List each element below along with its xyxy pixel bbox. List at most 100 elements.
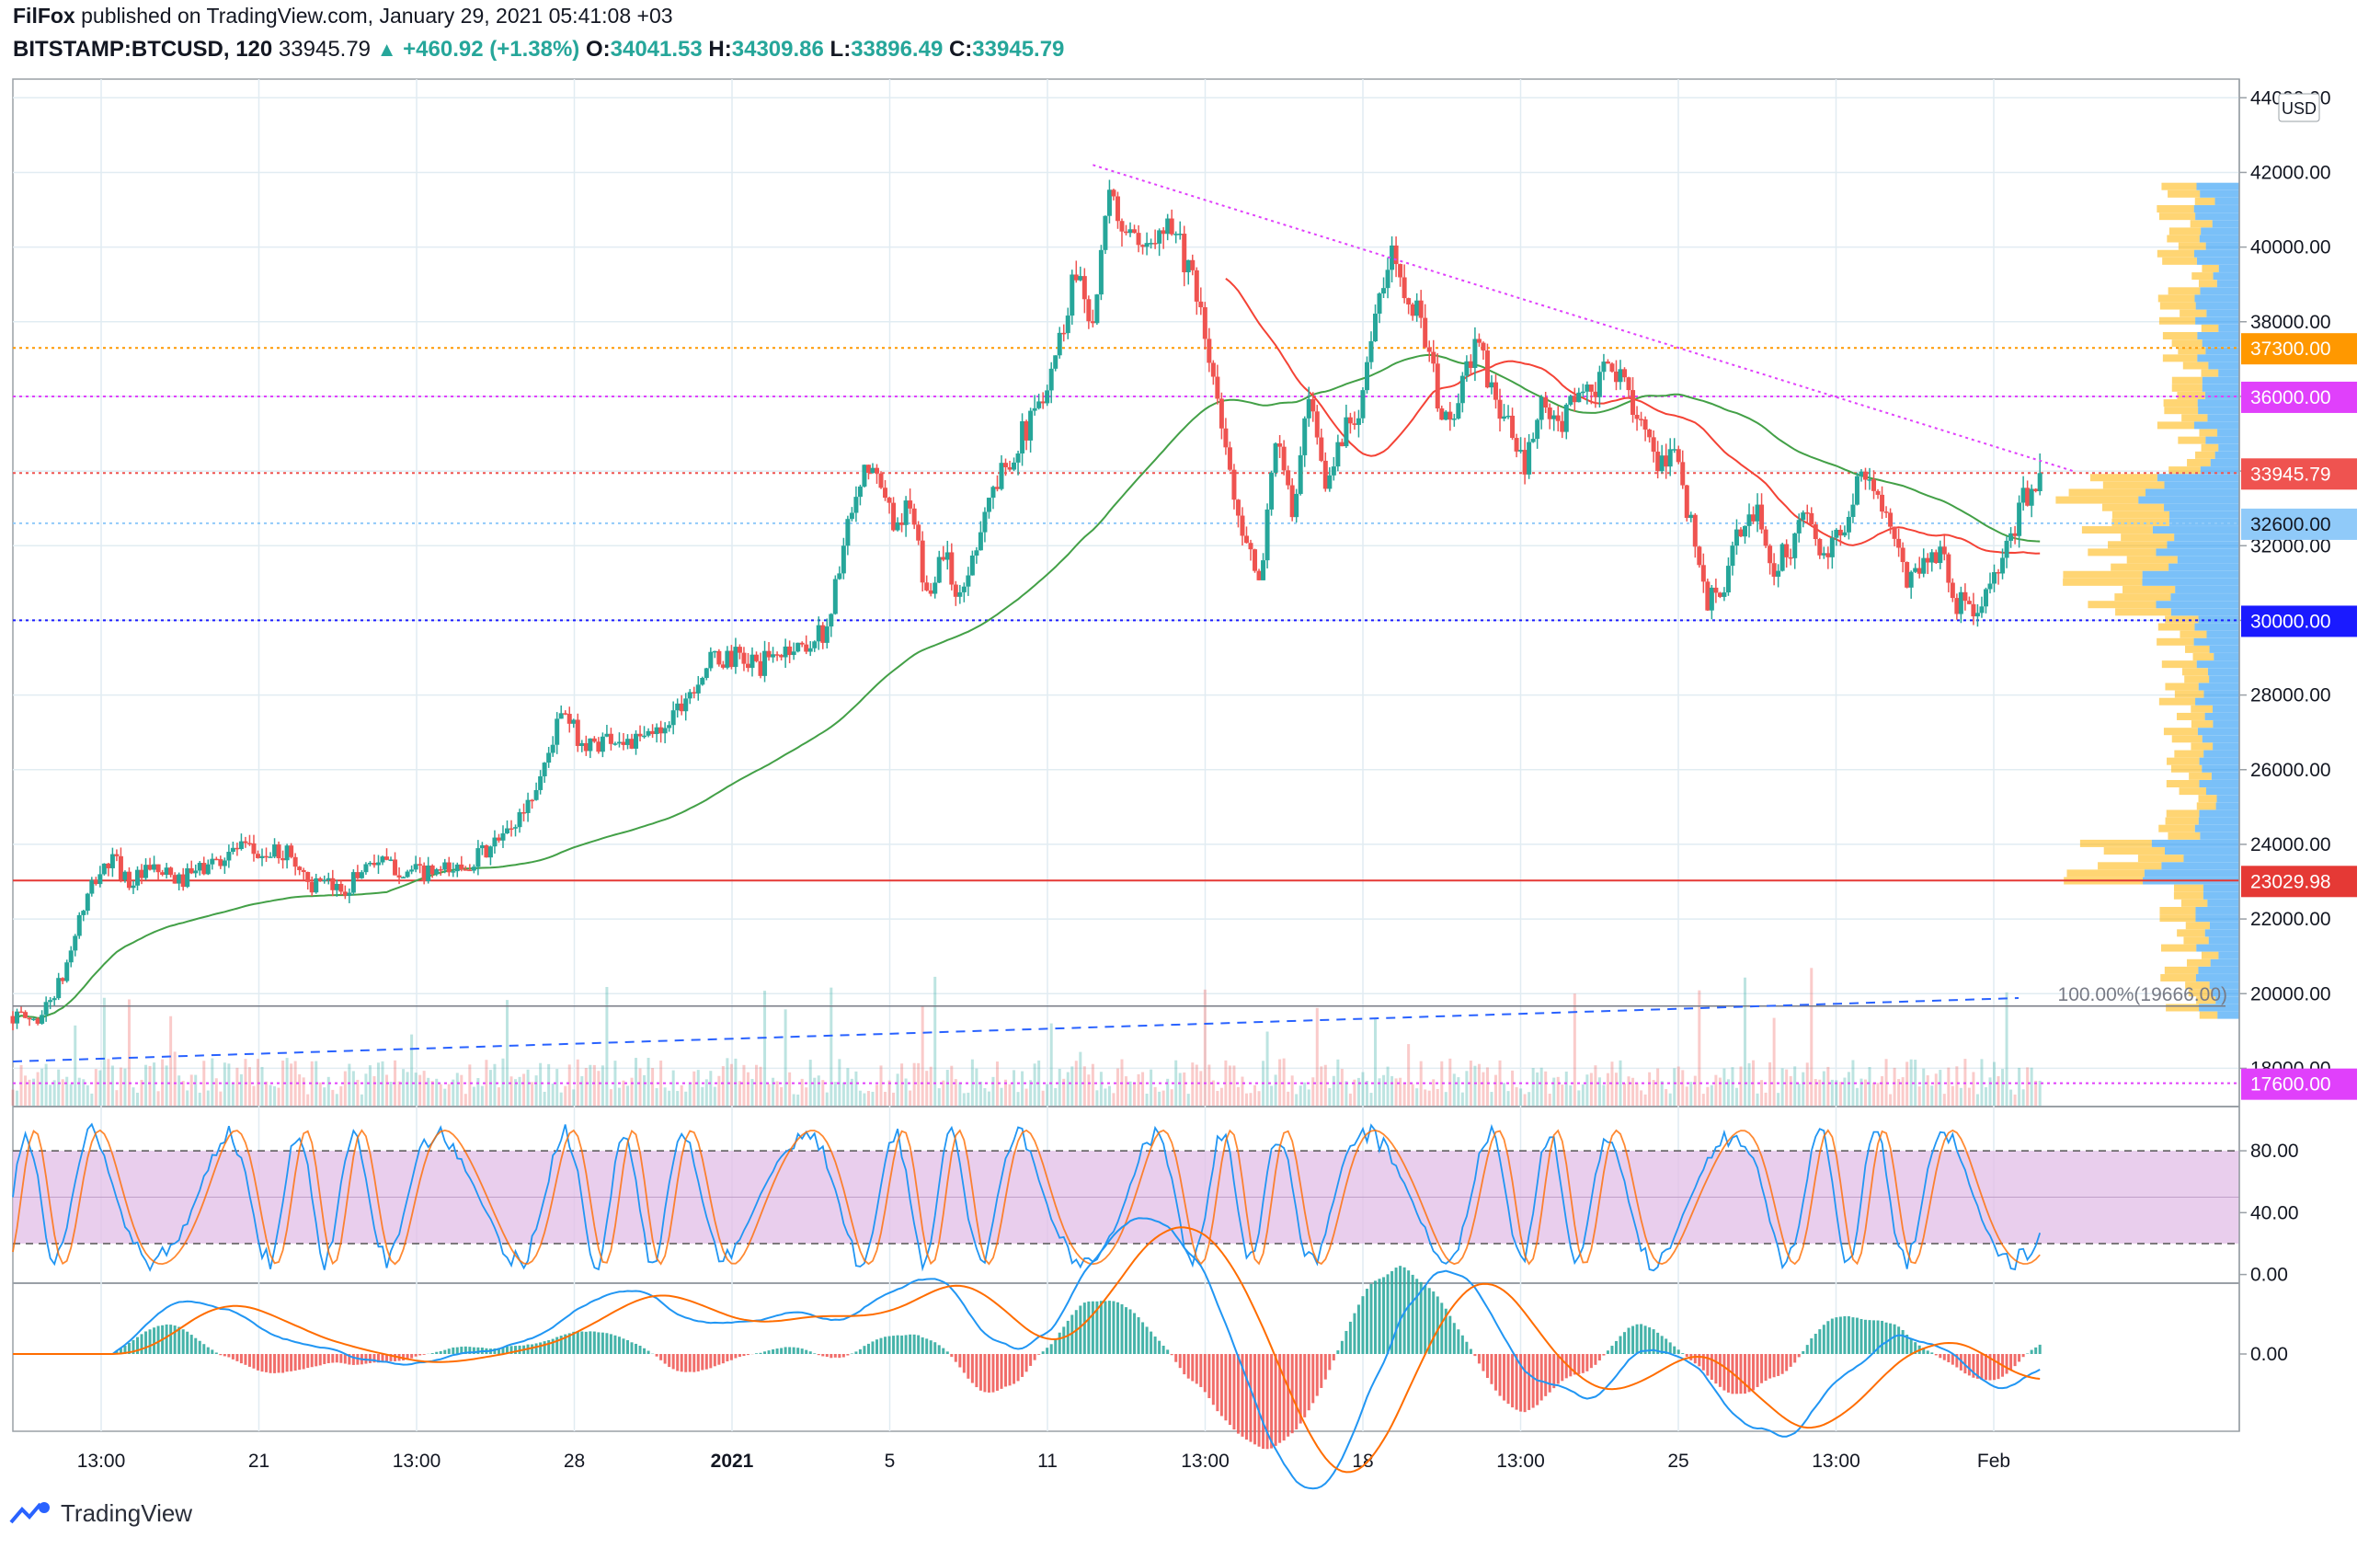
volume-profile-bar [2185, 645, 2210, 653]
macd-histogram-bar [1905, 1335, 1909, 1354]
volume-bar [1394, 1078, 1398, 1106]
volume-profile-bar [2121, 534, 2175, 542]
volume-bar [1785, 1069, 1789, 1106]
macd-histogram-bar [991, 1354, 995, 1393]
macd-histogram-bar [1415, 1279, 1419, 1354]
y-tick-label: 38000.00 [2250, 312, 2331, 333]
candle-body [1381, 288, 1387, 294]
macd-histogram-bar [1216, 1354, 1219, 1412]
macd-histogram-bar [1955, 1354, 1959, 1368]
publisher-name[interactable]: FilFox [13, 4, 75, 28]
macd-histogram-bar [983, 1354, 987, 1393]
macd-histogram-bar [1013, 1354, 1016, 1384]
volume-bar [987, 1091, 990, 1106]
candle-body [322, 879, 327, 882]
volume-profile-bar [2168, 227, 2202, 235]
candle-body [650, 730, 656, 735]
candle-body [2020, 488, 2026, 503]
macd-histogram-bar [273, 1354, 277, 1373]
candle-body [1261, 560, 1266, 580]
candle-body [1182, 234, 1187, 273]
macd-histogram-bar [1739, 1354, 1743, 1394]
volume-profile-bar [2081, 526, 2153, 534]
macd-histogram-bar [909, 1334, 912, 1354]
volume-profile-bar [2205, 347, 2239, 355]
volume-bar [331, 1089, 335, 1106]
volume-profile-bar [2199, 779, 2239, 787]
volume-profile-bar [2200, 189, 2239, 198]
volume-profile-bar [2177, 929, 2205, 937]
volume-profile-bar [2178, 436, 2206, 444]
macd-histogram-bar [1656, 1332, 1660, 1354]
volume-bar [1287, 1091, 1290, 1106]
volume-bar [1726, 1079, 1730, 1106]
macd-histogram-bar [1282, 1354, 1286, 1441]
candle-body [1149, 243, 1154, 245]
macd-histogram-bar [772, 1348, 775, 1354]
macd-histogram-bar [1531, 1354, 1535, 1408]
volume-bar [36, 1072, 40, 1106]
volume-bar [186, 1090, 189, 1106]
volume-bar [539, 1062, 543, 1106]
macd-histogram-bar [323, 1354, 326, 1364]
volume-profile-bar [2195, 906, 2239, 914]
volume-bar [1830, 1079, 1834, 1106]
macd-histogram-bar [1710, 1354, 1713, 1381]
volume-bar [335, 1094, 338, 1106]
macd-histogram-bar [1348, 1321, 1352, 1354]
volume-bar [1739, 1066, 1743, 1106]
macd-histogram-bar [1158, 1340, 1161, 1354]
candle-body [862, 465, 867, 487]
symbol-name[interactable]: BITSTAMP:BTCUSD, 120 [13, 37, 273, 62]
volume-bar [509, 1076, 513, 1106]
macd-histogram-bar [140, 1334, 143, 1354]
candle-body [1655, 452, 1661, 472]
macd-histogram-bar [290, 1354, 293, 1371]
macd-histogram-bar [1299, 1354, 1302, 1424]
candle-body [451, 871, 456, 873]
volume-profile-bar [2215, 802, 2239, 810]
candle-body [1294, 493, 1299, 518]
macd-histogram-bar [833, 1354, 837, 1358]
macd-histogram-bar [1959, 1354, 1962, 1371]
candle-body [401, 877, 406, 879]
volume-bar [1602, 1084, 1606, 1106]
macd-histogram-bar [970, 1354, 974, 1383]
volume-bar [326, 1076, 330, 1106]
volume-bar [65, 1076, 69, 1106]
candle-body [521, 812, 527, 814]
volume-bar [1369, 1093, 1373, 1106]
volume-profile-bar [2194, 197, 2215, 205]
volume-bar [592, 1064, 596, 1106]
candle-body [542, 763, 547, 776]
volume-bar [1427, 1090, 1431, 1106]
volume-bar [140, 1079, 143, 1106]
macd-histogram-bar [1141, 1322, 1145, 1354]
volume-bar [463, 1094, 467, 1106]
y-tick-label: 28000.00 [2250, 685, 2331, 706]
candle-body [978, 532, 983, 551]
volume-profile-bar [2211, 989, 2239, 997]
volume-bar [1909, 1059, 1913, 1106]
candle-body [1680, 462, 1686, 486]
candle-body [1406, 298, 1412, 305]
volume-profile-bar [2170, 608, 2239, 616]
macd-histogram-bar [1685, 1354, 1688, 1358]
macd-histogram-bar [805, 1349, 808, 1354]
macd-histogram-bar [476, 1347, 480, 1354]
candle-body [1061, 332, 1067, 335]
macd-histogram-bar [1614, 1340, 1618, 1354]
candle-body [1651, 437, 1656, 453]
volume-profile-bar [2194, 824, 2239, 832]
volume-bar [1930, 1085, 1934, 1106]
candle-body [566, 714, 572, 724]
volume-bar [1340, 1069, 1344, 1106]
volume-bar [1361, 1072, 1365, 1106]
volume-bar [1838, 1082, 1842, 1106]
volume-bar [846, 1068, 850, 1106]
candle-body [1672, 449, 1677, 451]
price-level-badge [2241, 333, 2357, 365]
volume-bar [1789, 1075, 1792, 1106]
volume-profile-bar [2088, 548, 2157, 556]
